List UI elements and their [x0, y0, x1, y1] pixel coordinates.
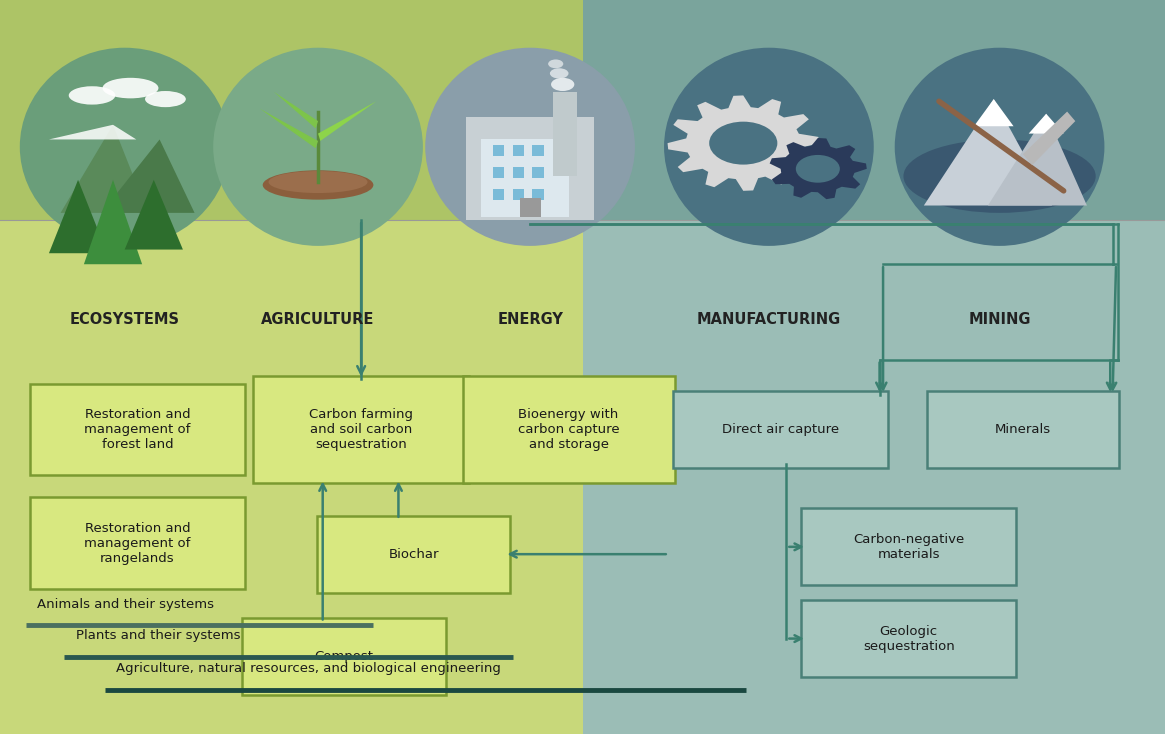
- Text: Agriculture, natural resources, and biological engineering: Agriculture, natural resources, and biol…: [116, 662, 501, 675]
- Polygon shape: [988, 114, 1087, 206]
- Polygon shape: [770, 138, 867, 199]
- Bar: [553, 92, 577, 176]
- Polygon shape: [1029, 114, 1064, 134]
- Polygon shape: [84, 180, 142, 264]
- Text: Geologic
sequestration: Geologic sequestration: [863, 625, 954, 653]
- Bar: [493, 167, 504, 178]
- Polygon shape: [668, 95, 819, 191]
- Text: Animals and their systems: Animals and their systems: [37, 597, 214, 611]
- Ellipse shape: [425, 48, 635, 246]
- Bar: [532, 189, 544, 200]
- Text: ENERGY: ENERGY: [497, 312, 563, 327]
- Bar: [493, 145, 504, 156]
- FancyBboxPatch shape: [30, 498, 245, 589]
- Ellipse shape: [69, 87, 115, 104]
- Bar: [532, 145, 544, 156]
- Text: MANUFACTURING: MANUFACTURING: [697, 312, 841, 327]
- Ellipse shape: [549, 59, 564, 68]
- Bar: [513, 167, 524, 178]
- Bar: [582, 0, 1165, 220]
- Text: AGRICULTURE: AGRICULTURE: [261, 312, 375, 327]
- Polygon shape: [125, 180, 183, 250]
- Polygon shape: [101, 139, 195, 213]
- Text: Restoration and
management of
forest land: Restoration and management of forest lan…: [84, 408, 191, 451]
- FancyBboxPatch shape: [802, 509, 1016, 586]
- Polygon shape: [924, 99, 1052, 206]
- Ellipse shape: [213, 48, 423, 246]
- Ellipse shape: [796, 155, 840, 183]
- FancyBboxPatch shape: [241, 618, 445, 696]
- FancyBboxPatch shape: [30, 383, 245, 476]
- FancyBboxPatch shape: [673, 390, 888, 468]
- Polygon shape: [49, 125, 136, 139]
- Polygon shape: [274, 92, 318, 128]
- FancyBboxPatch shape: [802, 600, 1016, 677]
- FancyBboxPatch shape: [253, 376, 468, 483]
- Bar: [0, 220, 582, 734]
- Bar: [0, 0, 582, 220]
- Ellipse shape: [263, 170, 373, 200]
- FancyBboxPatch shape: [926, 390, 1118, 468]
- Bar: [493, 189, 504, 200]
- Ellipse shape: [20, 48, 230, 246]
- Ellipse shape: [709, 122, 777, 164]
- FancyBboxPatch shape: [463, 376, 675, 483]
- Polygon shape: [49, 180, 107, 253]
- Ellipse shape: [103, 78, 158, 98]
- Ellipse shape: [904, 139, 1095, 213]
- Bar: [520, 198, 541, 217]
- Bar: [466, 117, 594, 220]
- Ellipse shape: [146, 91, 185, 107]
- Text: Biochar: Biochar: [388, 548, 439, 561]
- Text: ECOSYSTEMS: ECOSYSTEMS: [70, 312, 179, 327]
- Polygon shape: [974, 99, 1014, 126]
- Text: Carbon-negative
materials: Carbon-negative materials: [853, 533, 965, 561]
- Polygon shape: [318, 101, 376, 141]
- Text: Minerals: Minerals: [995, 423, 1051, 436]
- Bar: [532, 167, 544, 178]
- Bar: [582, 330, 1165, 734]
- Text: MINING: MINING: [968, 312, 1031, 327]
- Ellipse shape: [550, 68, 569, 79]
- Ellipse shape: [895, 48, 1104, 246]
- Polygon shape: [1023, 112, 1075, 165]
- Bar: [481, 139, 569, 217]
- Ellipse shape: [664, 48, 874, 246]
- Text: Carbon farming
and soil carbon
sequestration: Carbon farming and soil carbon sequestra…: [309, 408, 414, 451]
- Text: Direct air capture: Direct air capture: [722, 423, 839, 436]
- Polygon shape: [260, 109, 318, 148]
- Text: Compost: Compost: [315, 650, 373, 664]
- Polygon shape: [61, 125, 148, 213]
- Text: Bioenergy with
carbon capture
and storage: Bioenergy with carbon capture and storag…: [517, 408, 620, 451]
- FancyBboxPatch shape: [317, 515, 510, 593]
- Ellipse shape: [551, 78, 574, 91]
- Ellipse shape: [268, 171, 368, 193]
- Bar: [513, 189, 524, 200]
- Text: Restoration and
management of
rangelands: Restoration and management of rangelands: [84, 522, 191, 564]
- Bar: [582, 220, 1165, 330]
- Text: Plants and their systems: Plants and their systems: [76, 629, 240, 642]
- Bar: [513, 145, 524, 156]
